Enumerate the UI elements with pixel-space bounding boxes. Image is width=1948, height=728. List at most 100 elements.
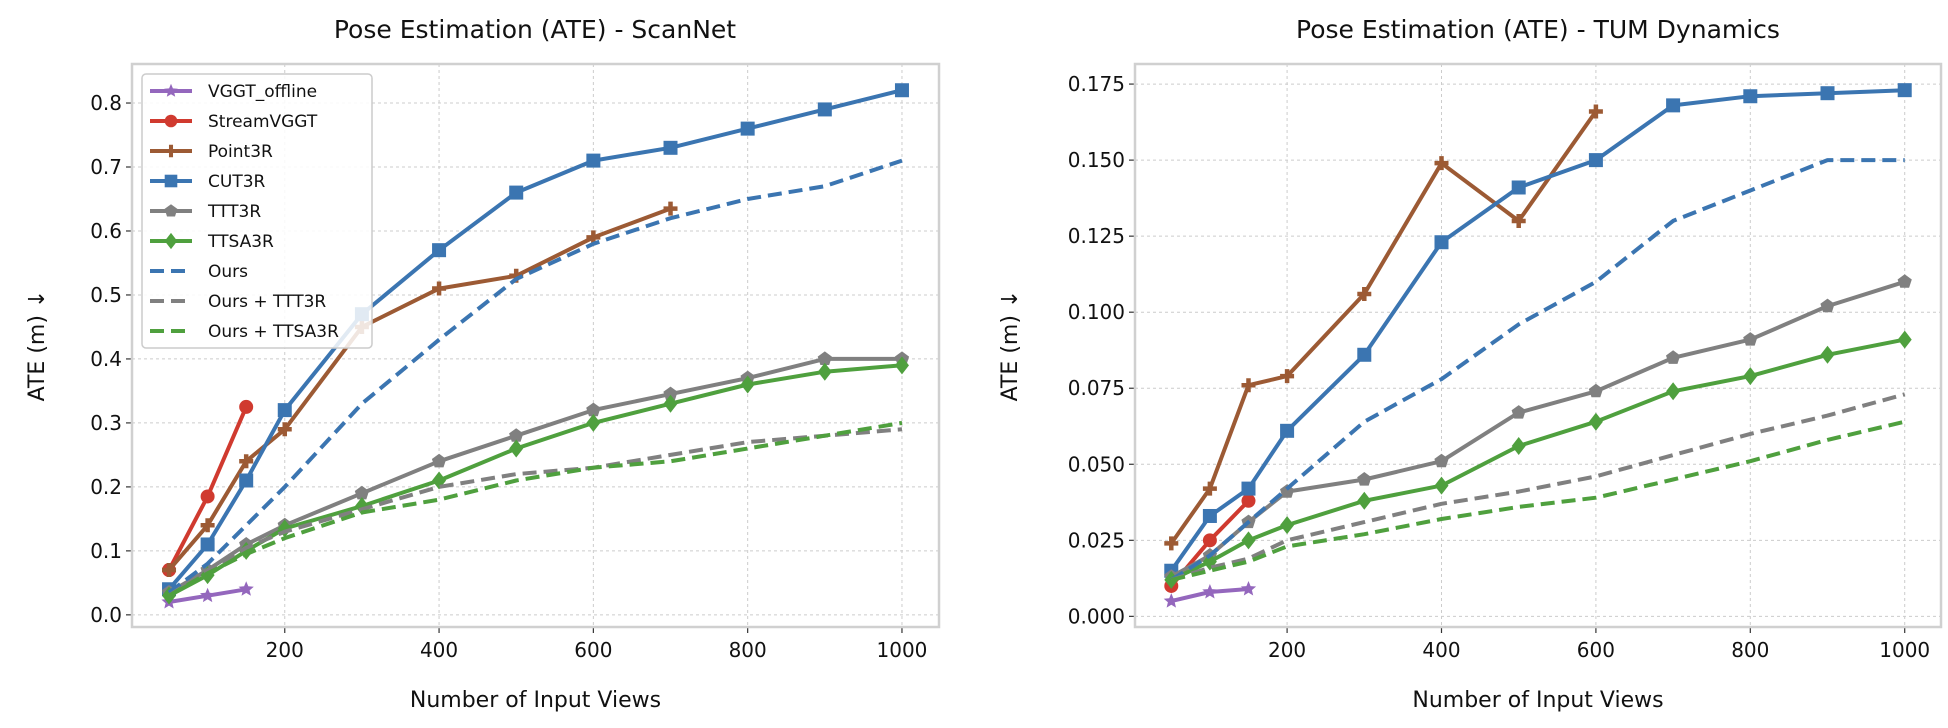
series-ttsa3r (1164, 330, 1912, 589)
marker-square (1511, 180, 1526, 195)
marker-diamond (1357, 491, 1372, 510)
marker-square (1897, 83, 1912, 98)
series-line (167, 427, 903, 598)
marker-square (1280, 423, 1295, 438)
marker-square (1666, 98, 1681, 113)
marker-plus (1164, 536, 1179, 551)
y-tick-label: 0.4 (90, 347, 122, 371)
marker-pentagon (1897, 274, 1912, 288)
marker-plus (277, 422, 292, 437)
y-tick-label: 0.075 (1068, 376, 1125, 400)
marker-square (663, 140, 678, 155)
marker-square (1202, 508, 1217, 523)
legend-item: Point3R (150, 142, 273, 162)
chart-title: Pose Estimation (ATE) - TUM Dynamics (1296, 15, 1780, 44)
y-tick-label: 0.2 (90, 475, 122, 499)
marker-square (1357, 347, 1372, 362)
marker-plus (1511, 213, 1526, 228)
chart-title: Pose Estimation (ATE) - ScanNet (334, 15, 736, 44)
legend-label: Ours (208, 262, 248, 282)
marker-square (1820, 86, 1835, 101)
series-line (167, 356, 902, 595)
marker-plus (200, 518, 215, 533)
marker-plus (164, 144, 178, 158)
y-tick-label: 0.025 (1068, 528, 1125, 552)
x-tick-label: 800 (729, 638, 767, 662)
y-axis-label: ATE (m) ↓ (998, 290, 1023, 402)
legend-item: TTSA3R (150, 232, 274, 252)
x-tick-label: 1000 (1879, 638, 1930, 662)
series-ours (1170, 158, 1905, 582)
y-tick-label: 0.050 (1068, 452, 1125, 476)
legend-item: CUT3R (150, 172, 266, 192)
series-line (1169, 110, 1598, 545)
marker-plus (1434, 156, 1449, 171)
series-line (168, 363, 903, 598)
marker-pentagon (431, 453, 447, 468)
x-tick-label: 400 (1422, 638, 1460, 662)
marker-star (1240, 581, 1257, 596)
legend-label: StreamVGGT (208, 112, 318, 132)
marker-diamond (1434, 476, 1449, 495)
x-tick-label: 1000 (877, 638, 928, 662)
series-cut3r (1164, 83, 1912, 578)
x-axis-label: Number of Input Views (410, 688, 661, 713)
marker-square (1743, 89, 1758, 104)
marker-pentagon (1743, 332, 1758, 346)
marker-plus (663, 201, 678, 216)
marker-diamond (740, 375, 755, 394)
series-ours-ttsa3r (1170, 419, 1906, 582)
marker-circle (239, 399, 254, 414)
marker-plus (1202, 481, 1217, 496)
series-line (167, 420, 903, 598)
legend-item: Ours + TTT3R (150, 292, 326, 312)
marker-pentagon (817, 351, 832, 365)
marker-square (164, 174, 178, 188)
y-tick-label: 0.5 (90, 283, 122, 307)
series-line (1170, 337, 1906, 582)
series-streamvggt (162, 399, 254, 578)
y-tick-label: 0.8 (90, 91, 122, 115)
series-ours-ttt3r (167, 427, 903, 598)
series-vggt-offline (1163, 581, 1257, 608)
marker-diamond (894, 356, 909, 375)
series-ours-ttsa3r (167, 420, 903, 598)
y-tick-label: 0.100 (1068, 300, 1125, 324)
marker-diamond (1241, 531, 1256, 550)
axes-frame (130, 62, 941, 629)
series-ours (167, 158, 903, 595)
x-tick-label: 200 (1268, 638, 1306, 662)
gridlines (1135, 64, 1941, 627)
marker-plus (432, 281, 447, 296)
legend-item: VGGT_offline (150, 82, 317, 102)
series-line (167, 88, 903, 591)
marker-plus (239, 454, 254, 469)
legend-item: Ours (150, 262, 248, 282)
marker-diamond (1820, 345, 1835, 364)
legend-item: Ours + TTSA3R (150, 322, 339, 342)
x-tick-label: 800 (1731, 638, 1769, 662)
x-tick-label: 600 (574, 638, 612, 662)
x-tick-label: 200 (266, 638, 304, 662)
y-tick-label: 0.1 (90, 539, 122, 563)
legend-box (141, 73, 373, 349)
marker-plus (1357, 286, 1372, 301)
x-tick-label: 600 (1577, 638, 1615, 662)
marker-circle (164, 114, 178, 128)
marker-square (277, 403, 292, 418)
series-ttt3r (1164, 274, 1912, 583)
y-tick-label: 0.150 (1068, 148, 1125, 172)
marker-diamond (509, 439, 524, 458)
marker-square (239, 473, 254, 488)
y-tick-label: 0.000 (1068, 604, 1125, 628)
marker-square (740, 121, 755, 136)
marker-star (1163, 593, 1179, 608)
marker-square (432, 243, 447, 258)
marker-diamond (1588, 412, 1603, 431)
marker-pentagon (1588, 383, 1603, 398)
marker-circle (1202, 533, 1217, 548)
x-tick-label: 400 (420, 638, 458, 662)
marker-diamond (1897, 330, 1912, 349)
x-axis-label: Number of Input Views (1412, 688, 1663, 713)
